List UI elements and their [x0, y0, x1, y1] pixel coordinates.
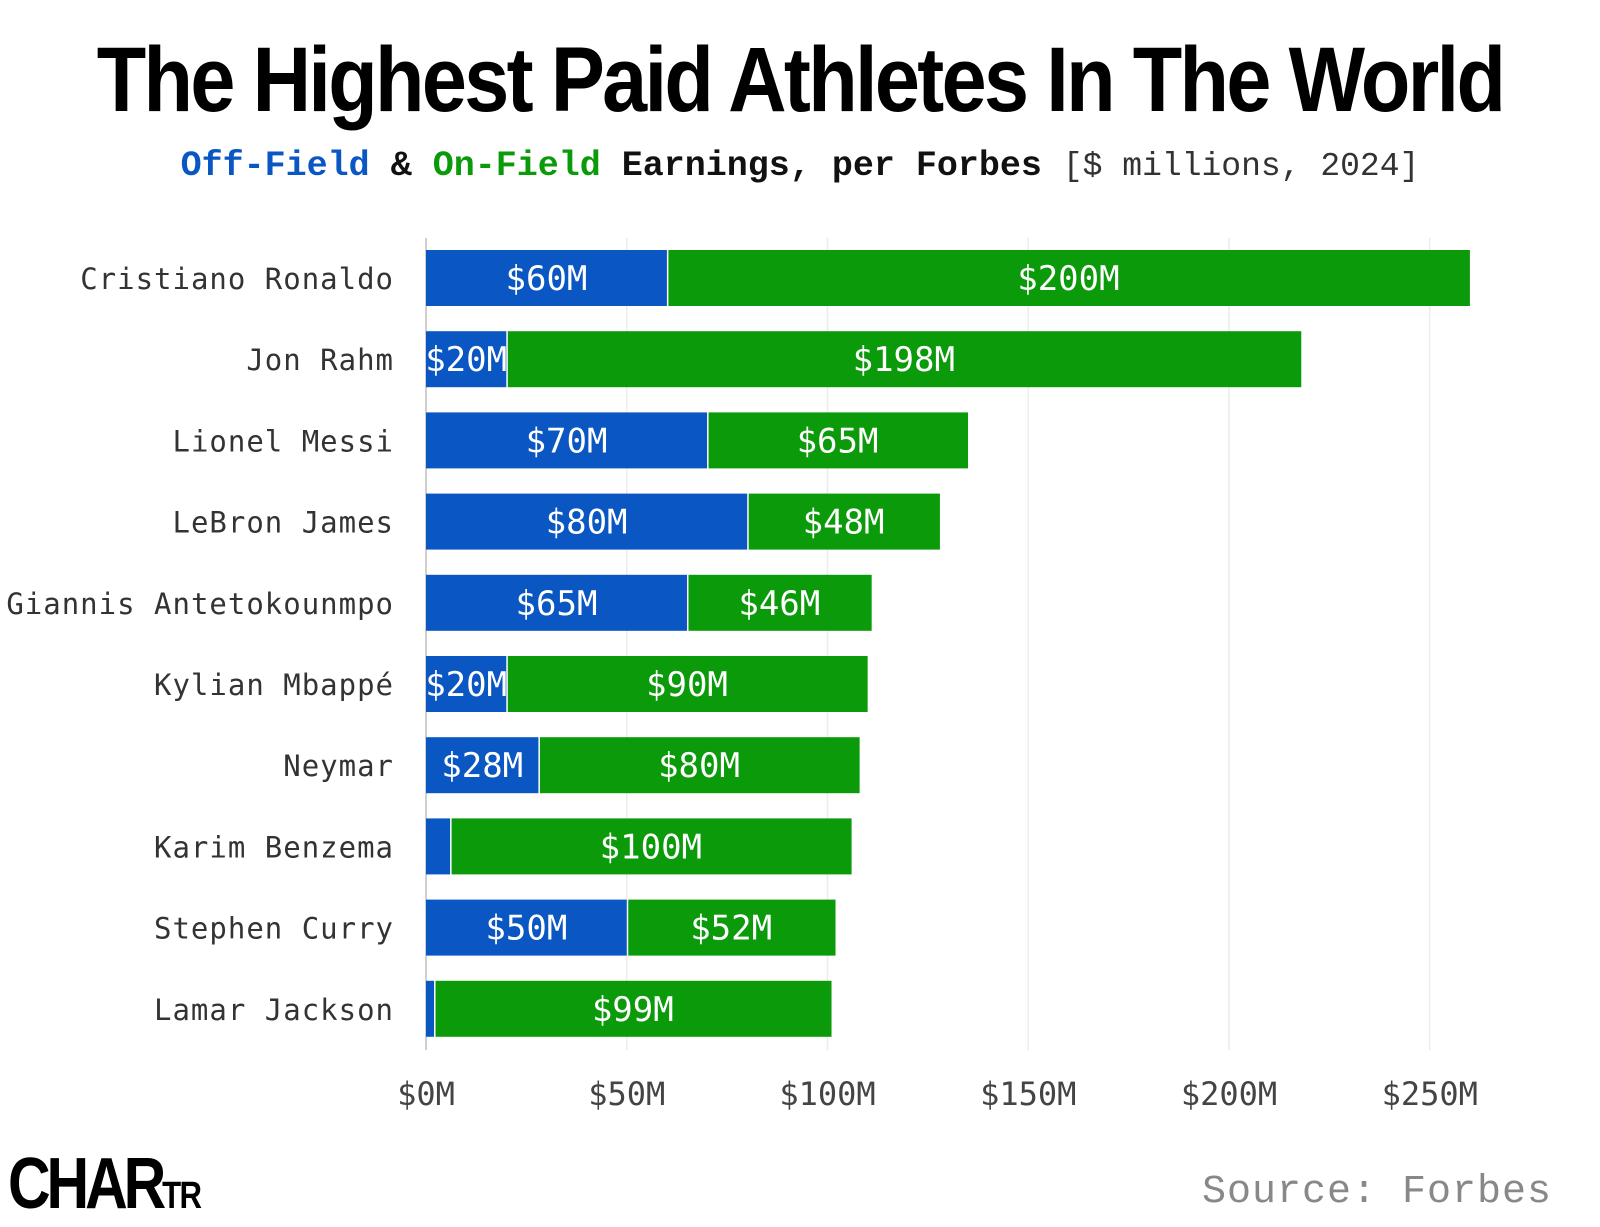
- bar-on-field: [539, 737, 860, 794]
- category-label: Karim Benzema: [154, 830, 394, 864]
- x-tick-label: $100M: [779, 1075, 875, 1113]
- x-tick-label: $50M: [588, 1075, 665, 1113]
- category-label: Lionel Messi: [172, 424, 394, 458]
- bar-on-field: [507, 656, 868, 712]
- value-label-on-field: $198M: [853, 340, 955, 380]
- bar-off-field: [426, 899, 627, 956]
- value-label-off-field: $20M: [425, 340, 507, 380]
- value-label-off-field: $80M: [546, 503, 628, 543]
- bar-on-field: [435, 980, 832, 1037]
- bar-on-field: [451, 818, 852, 875]
- bar-off-field: [426, 737, 539, 794]
- value-label-on-field: $100M: [600, 827, 702, 867]
- value-label-on-field: $48M: [803, 503, 885, 543]
- value-label-off-field: $70M: [526, 421, 608, 461]
- category-label: Giannis Antetokounmpo: [6, 587, 394, 621]
- value-label-on-field: $80M: [658, 746, 740, 786]
- value-label-on-field: $46M: [738, 584, 820, 624]
- category-label: Neymar: [283, 749, 394, 783]
- x-tick-label: $250M: [1382, 1075, 1478, 1113]
- category-label: Cristiano Ronaldo: [80, 262, 394, 296]
- value-label-on-field: $52M: [690, 909, 772, 949]
- bar-off-field: [426, 493, 748, 550]
- category-labels: Cristiano Ronaldo Jon Rahm Lionel Messi LeB…: [6, 262, 394, 1027]
- value-label-off-field: $65M: [516, 584, 598, 624]
- bar-on-field: [507, 331, 1302, 388]
- category-label: Lamar Jackson: [154, 993, 394, 1027]
- bar-on-field: [688, 574, 872, 631]
- bar-off-field: [426, 412, 708, 469]
- bar-off-field: [426, 574, 687, 631]
- subtitle-on-field: On-Field: [432, 146, 601, 186]
- category-label: LeBron James: [172, 506, 394, 540]
- chart-subtitle: Off-Field & On-Field Earnings, per Forbe…: [0, 146, 1600, 186]
- value-label-off-field: $50M: [485, 909, 567, 949]
- value-label-on-field: $90M: [646, 665, 728, 705]
- category-label: Stephen Curry: [154, 912, 394, 946]
- bar-on-field: [708, 412, 969, 469]
- bar-off-field: [426, 818, 451, 875]
- bar-off-field: [426, 250, 667, 306]
- bar-on-field: [748, 493, 940, 550]
- x-axis: $0M $50M $100M $150M $200M $250M: [397, 1075, 1478, 1113]
- value-label-on-field: $200M: [1017, 259, 1119, 299]
- value-label-off-field: $28M: [441, 746, 523, 786]
- value-label-off-field: $60M: [506, 259, 588, 299]
- category-label: Kylian Mbappé: [154, 668, 394, 702]
- subtitle-off-field: Off-Field: [180, 146, 370, 186]
- chartr-logo: CHARTR: [8, 1144, 202, 1224]
- value-label-off-field: $20M: [425, 665, 507, 705]
- x-tick-label: $150M: [980, 1075, 1076, 1113]
- bars: $60M $200M $20M $198M $70M $65M $80M $48M $65M $4…: [425, 250, 1470, 1037]
- subtitle-ampersand: &: [390, 146, 412, 186]
- value-label-on-field: $65M: [797, 421, 879, 461]
- bar-off-field: [426, 331, 507, 388]
- bar-off-field: [426, 980, 435, 1037]
- x-tick-label: $0M: [397, 1075, 455, 1113]
- chart-title: The Highest Paid Athletes In The World: [96, 29, 1506, 131]
- value-label-on-field: $99M: [592, 990, 674, 1030]
- bar-on-field: [628, 899, 836, 956]
- bar-on-field: [668, 250, 1470, 306]
- source-note: Source: Forbes: [1201, 1170, 1552, 1215]
- subtitle-earnings: Earnings, per Forbes: [621, 146, 1042, 186]
- bar-off-field: [426, 656, 507, 712]
- category-label: Jon Rahm: [246, 343, 394, 377]
- subtitle-units: [$ millions, 2024]: [1062, 148, 1420, 185]
- x-tick-label: $200M: [1181, 1075, 1277, 1113]
